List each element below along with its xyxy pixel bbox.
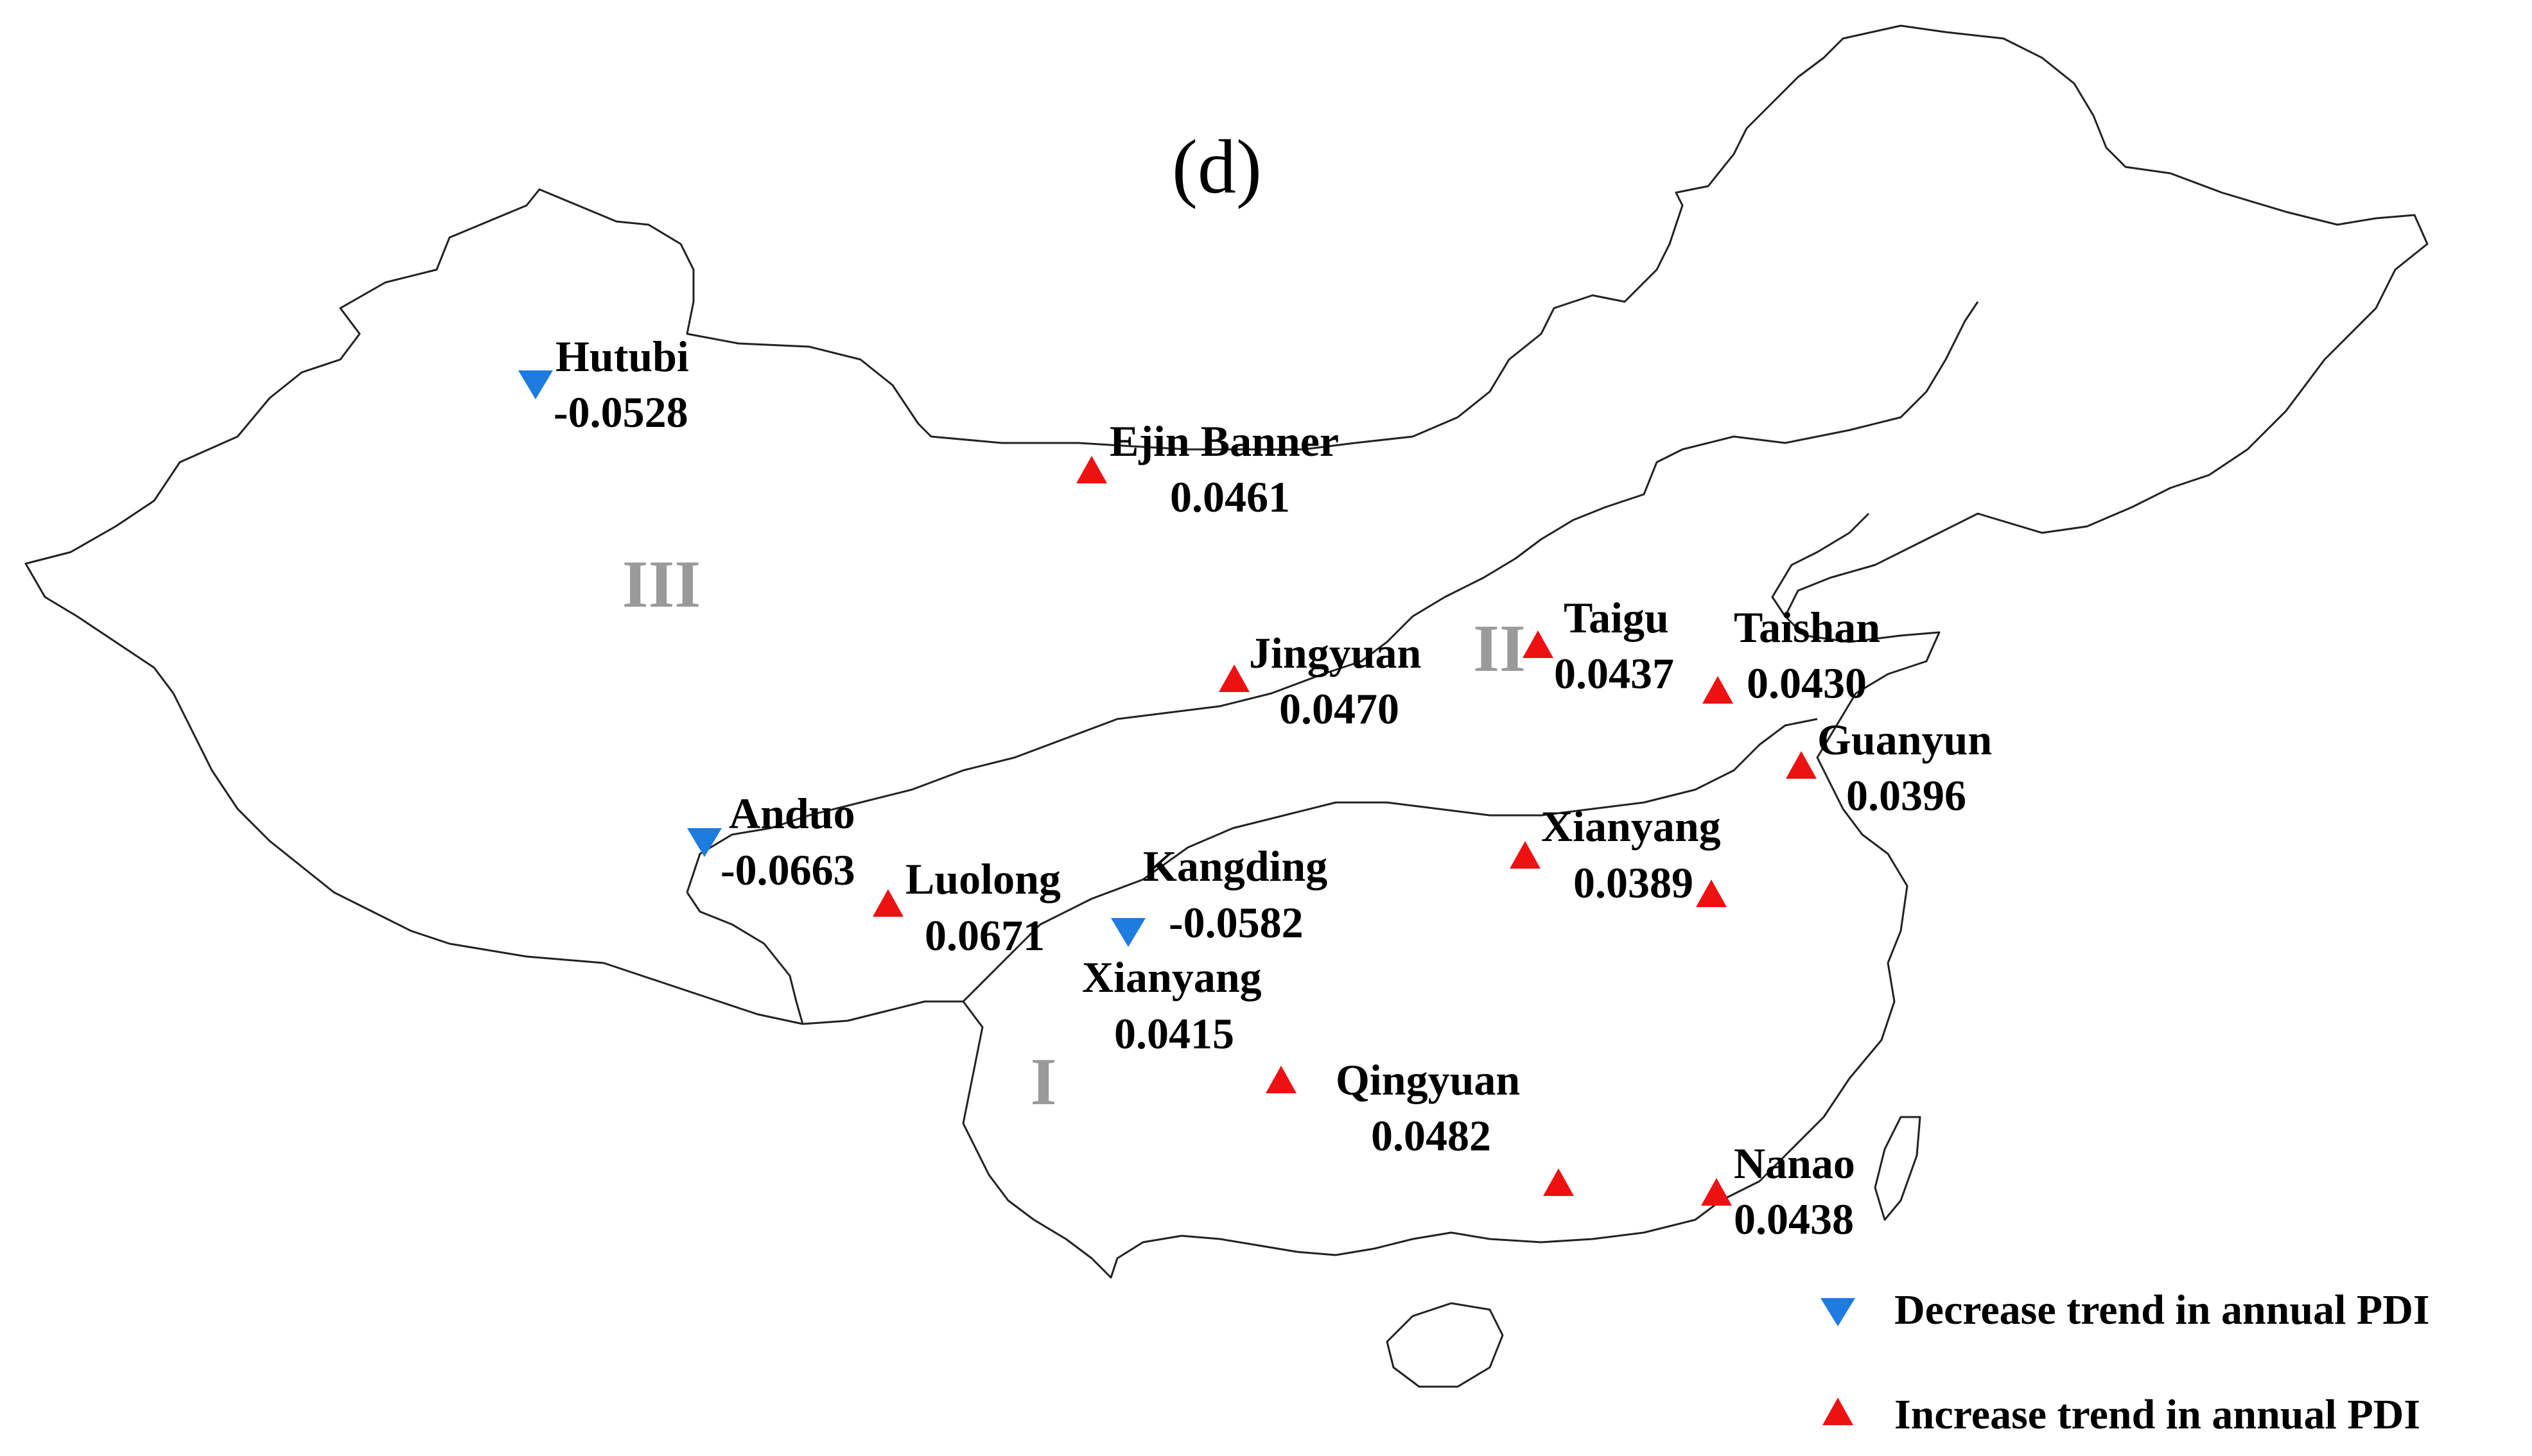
station-name-luolong: Luolong bbox=[905, 854, 1061, 903]
station-marker-qingyuan[interactable] bbox=[1266, 1066, 1297, 1093]
station-marker-jingyuan[interactable] bbox=[1219, 664, 1250, 692]
station-value-kangding: -0.0582 bbox=[1169, 898, 1304, 947]
station-value-anduo: -0.0663 bbox=[720, 845, 855, 894]
station-name-taishan: Taishan bbox=[1734, 603, 1880, 652]
region-label-iii: III bbox=[622, 546, 701, 621]
station-name-taigu: Taigu bbox=[1564, 593, 1669, 642]
station-value-nanao: 0.0438 bbox=[1734, 1195, 1854, 1244]
station-name-xianyang-north: Xianyang bbox=[1541, 802, 1721, 851]
station-value-ejin-banner: 0.0461 bbox=[1170, 472, 1290, 521]
station-name-qingyuan: Qingyuan bbox=[1336, 1055, 1520, 1104]
boundary-region-iii-i bbox=[686, 301, 1979, 893]
hainan-island bbox=[1386, 1302, 1504, 1388]
china-outline bbox=[24, 24, 2429, 1279]
legend-decrease-icon bbox=[1820, 1298, 1855, 1326]
legend-increase-label: Increase trend in annual PDI bbox=[1894, 1391, 2420, 1438]
region-label-ii: II bbox=[1473, 611, 1526, 686]
station-marker-xianyang-east[interactable] bbox=[1696, 880, 1727, 907]
region-label-i: I bbox=[1031, 1044, 1057, 1119]
station-value-xianyang-south: 0.0415 bbox=[1114, 1009, 1234, 1058]
station-marker-ejin-banner[interactable] bbox=[1076, 456, 1107, 483]
station-name-hutubi: Hutubi bbox=[555, 332, 689, 381]
taiwan-island bbox=[1874, 1116, 1921, 1221]
station-value-jingyuan: 0.0470 bbox=[1279, 684, 1399, 733]
station-name-ejin-banner: Ejin Banner bbox=[1110, 417, 1339, 465]
legend-increase-icon bbox=[1822, 1398, 1853, 1425]
station-value-guanyun: 0.0396 bbox=[1846, 771, 1966, 820]
station-marker-guanyun[interactable] bbox=[1786, 751, 1817, 779]
station-name-nanao: Nanao bbox=[1734, 1139, 1855, 1188]
panel-label: (d) bbox=[1172, 124, 1262, 209]
legend-decrease-label: Decrease trend in annual PDI bbox=[1894, 1287, 2430, 1333]
station-marker-taishan[interactable] bbox=[1702, 676, 1733, 704]
station-value-taigu: 0.0437 bbox=[1554, 649, 1674, 698]
station-marker-kangding[interactable] bbox=[1111, 918, 1146, 947]
bohai-coast bbox=[1771, 512, 1870, 617]
station-value-taishan: 0.0430 bbox=[1747, 659, 1867, 707]
station-value-qingyuan: 0.0482 bbox=[1371, 1111, 1491, 1160]
station-marker-nanao[interactable] bbox=[1701, 1178, 1732, 1206]
tibet-inner-line bbox=[686, 892, 804, 1025]
station-name-xianyang-south: Xianyang bbox=[1082, 953, 1262, 1001]
legend: Decrease trend in annual PDI Increase tr… bbox=[1820, 1287, 2430, 1438]
station-marker-anduo[interactable] bbox=[687, 828, 722, 857]
station-name-anduo: Anduo bbox=[729, 789, 855, 838]
station-value-luolong: 0.0671 bbox=[925, 911, 1045, 960]
station-name-guanyun: Guanyun bbox=[1817, 715, 1992, 764]
station-markers bbox=[518, 370, 1817, 1206]
station-name-jingyuan: Jingyuan bbox=[1249, 628, 1421, 677]
station-marker-luolong[interactable] bbox=[873, 889, 904, 917]
station-name-kangding: Kangding bbox=[1143, 842, 1327, 890]
station-marker-unlabeled-south[interactable] bbox=[1543, 1168, 1574, 1196]
station-marker-taigu[interactable] bbox=[1523, 630, 1553, 658]
station-value-xianyang-north: 0.0389 bbox=[1573, 858, 1693, 907]
station-value-hutubi: -0.0528 bbox=[554, 388, 688, 437]
station-marker-hutubi[interactable] bbox=[518, 370, 553, 399]
station-marker-xianyang-north[interactable] bbox=[1510, 841, 1541, 869]
boundary-region-ii-i bbox=[962, 718, 1818, 1003]
